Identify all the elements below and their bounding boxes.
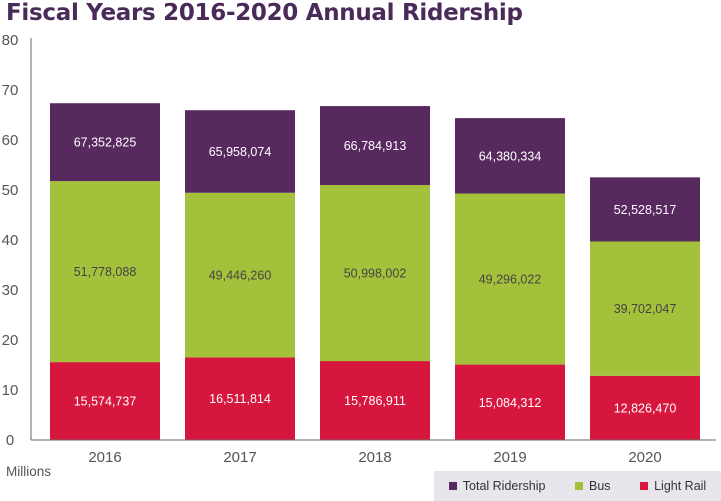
legend-swatch	[448, 482, 457, 490]
data-label-total-ridership: 52,528,517	[614, 203, 677, 217]
bar-segment-light-rail	[185, 357, 295, 440]
bar-segment-bus	[320, 185, 430, 362]
y-tick-label: 40	[2, 232, 19, 249]
data-label-light-rail: 15,084,312	[479, 396, 542, 410]
legend-label: Total Ridership	[462, 479, 546, 493]
bar-segment-light-rail	[590, 375, 700, 440]
legend-item-total-ridership: Total Ridership	[448, 479, 546, 493]
x-tick-label: 2018	[358, 449, 391, 466]
data-label-bus: 39,702,047	[614, 302, 677, 316]
bar-segment-light-rail	[320, 361, 430, 440]
y-tick-label: 60	[2, 132, 19, 149]
bar-segment-total-ridership	[50, 103, 160, 182]
bar-segment-total-ridership	[590, 177, 700, 242]
data-label-total-ridership: 65,958,074	[209, 145, 272, 159]
y-tick-label: 70	[2, 82, 19, 99]
data-label-total-ridership: 64,380,334	[479, 149, 542, 163]
bar-segment-bus	[185, 192, 295, 358]
bar-segment-total-ridership	[320, 106, 430, 186]
x-tick-label: 2019	[493, 449, 526, 466]
bar-segment-bus	[50, 181, 160, 363]
bar-segment-light-rail	[50, 362, 160, 440]
y-tick-label: 20	[2, 332, 19, 349]
y-tick-label: 80	[2, 32, 19, 49]
bar-segment-bus	[590, 241, 700, 376]
data-label-bus: 50,998,002	[344, 267, 407, 281]
y-axis-unit-label: Millions	[6, 464, 51, 479]
chart-title: Fiscal Years 2016-2020 Annual Ridership	[6, 0, 523, 26]
legend-swatch	[575, 482, 583, 490]
bar-segment-total-ridership	[185, 110, 295, 193]
data-label-light-rail: 16,511,814	[209, 392, 271, 406]
data-label-bus: 51,778,088	[74, 265, 137, 279]
data-label-light-rail: 12,826,470	[614, 401, 677, 415]
bar-segment-light-rail	[455, 364, 565, 440]
bar-segment-bus	[455, 193, 565, 365]
data-label-total-ridership: 67,352,825	[74, 136, 137, 150]
x-tick-label: 2020	[628, 449, 661, 466]
data-label-total-ridership: 66,784,913	[344, 139, 407, 153]
legend: Total Ridership Bus Light Rail	[434, 471, 721, 501]
data-label-bus: 49,296,022	[479, 273, 542, 287]
legend-label: Light Rail	[654, 479, 707, 493]
y-tick-label: 10	[2, 382, 19, 399]
data-label-light-rail: 15,786,911	[344, 394, 406, 408]
bar-segment-total-ridership	[455, 118, 565, 194]
legend-item-light-rail: Light Rail	[640, 479, 706, 493]
legend-label: Bus	[589, 479, 611, 493]
x-tick-label: 2016	[88, 449, 121, 466]
y-tick-label: 30	[2, 282, 19, 299]
data-label-bus: 49,446,260	[209, 269, 272, 283]
legend-swatch	[640, 482, 649, 490]
x-tick-label: 2017	[223, 449, 256, 466]
data-label-light-rail: 15,574,737	[74, 395, 137, 409]
legend-item-bus: Bus	[575, 479, 611, 493]
y-tick-label: 0	[6, 432, 14, 449]
y-tick-label: 50	[2, 182, 19, 199]
